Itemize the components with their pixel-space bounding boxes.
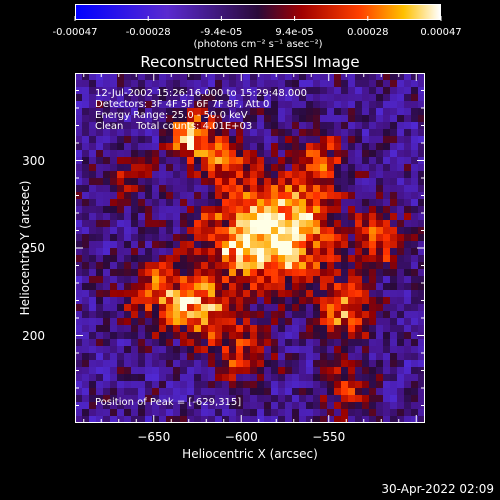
y-tick-label: 300 xyxy=(22,153,45,168)
y-axis-label: Heliocentric Y (arcsec) xyxy=(18,180,32,316)
plot-title: Reconstructed RHESSI Image xyxy=(140,53,360,71)
x-tick-label: −550 xyxy=(312,430,346,444)
x-tick-label: −650 xyxy=(137,430,171,444)
rhessi-image-plot: 12-Jul-2002 15:26:16.000 to 15:29:48.000… xyxy=(75,73,425,423)
colorbar-tick-label: -9.4e-05 xyxy=(200,27,243,38)
colorbar xyxy=(75,4,441,20)
annotation-energy: Energy Range: 25.0 - 50.0 keV xyxy=(95,110,248,121)
annotation-peak: Position of Peak = [-629,315] xyxy=(95,397,242,408)
colorbar-tick-label: -0.00047 xyxy=(52,27,98,38)
x-axis-label: Heliocentric X (arcsec) xyxy=(182,447,318,461)
x-tick-label: −600 xyxy=(224,430,258,444)
colorbar-tick-label: 9.4e-05 xyxy=(275,27,314,38)
colorbar-tick-label: -0.00028 xyxy=(125,27,171,38)
annotation-time: 12-Jul-2002 15:26:16.000 to 15:29:48.000 xyxy=(95,88,307,99)
rhessi-image-canvas xyxy=(75,73,425,423)
image-pixels xyxy=(75,73,425,423)
colorbar-units: (photons cm⁻² s⁻¹ asec⁻²) xyxy=(193,39,323,50)
annotation-detectors: Detectors: 3F 4F 5F 6F 7F 8F, Att 0 xyxy=(95,99,270,110)
y-tick-label: 250 xyxy=(22,241,45,255)
y-tick-label: 200 xyxy=(22,328,45,343)
colorbar-tick-label: 0.00047 xyxy=(420,27,462,38)
date-stamp: 30-Apr-2022 02:09 xyxy=(381,482,494,496)
annotation-clean: Clean Total counts: 4.01E+03 xyxy=(95,121,253,132)
colorbar-ticks xyxy=(74,16,442,21)
colorbar-tick-label: 0.00028 xyxy=(347,27,389,38)
